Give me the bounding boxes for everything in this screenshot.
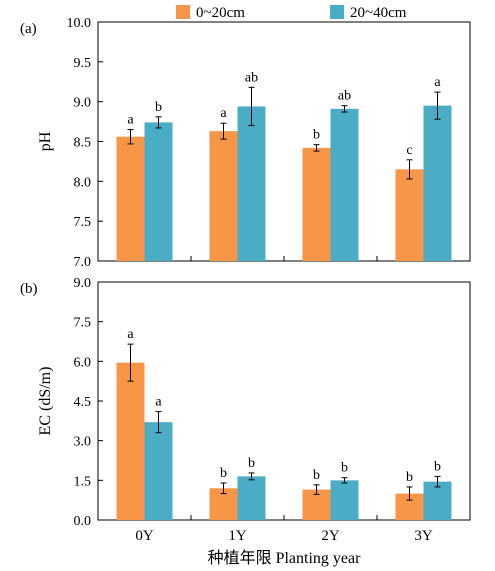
y-tick-label: 0.0 (74, 514, 92, 529)
significance-letter: b (155, 100, 162, 115)
y-tick-label: 9.5 (74, 56, 92, 71)
bar-topsoil-1Y (209, 131, 238, 261)
panel-b-ec-chart: (b) 0.0 1.5 3.0 4.5 6.0 7.5 9.0 EC (dS/m) a a b b b b b… (20, 276, 471, 567)
bar-subsoil-2Y (330, 480, 359, 520)
significance-letter: a (434, 75, 441, 90)
y-tick-label: 8.0 (74, 175, 92, 190)
bar-topsoil-2Y (302, 147, 331, 261)
legend: 0~20cm 20~40cm (176, 5, 407, 21)
significance-letter: ab (338, 89, 351, 104)
x-tick-label: 2Y (321, 528, 340, 544)
significance-letter: a (220, 106, 227, 121)
y-tick-label: 3.0 (74, 435, 92, 450)
bar-subsoil-1Y (237, 476, 266, 520)
significance-letter: b (313, 468, 320, 483)
significance-letter: ab (245, 70, 258, 85)
bar-subsoil-3Y (423, 105, 452, 262)
significance-letter: a (155, 395, 162, 410)
y-tick-label: 10.0 (67, 16, 92, 31)
legend-swatch-2 (330, 5, 344, 19)
x-tick-label: 3Y (414, 528, 433, 544)
y-tick-label: 8.5 (74, 136, 92, 151)
bar-subsoil-0Y (144, 122, 173, 261)
significance-letter: b (248, 456, 255, 471)
y-tick-label: 9.0 (74, 276, 92, 291)
legend-swatch-1 (176, 5, 190, 19)
bar-subsoil-3Y (423, 481, 452, 520)
significance-letter: b (220, 466, 227, 481)
bar-subsoil-2Y (330, 108, 359, 261)
y-tick-label: 7.5 (74, 215, 92, 230)
bar-subsoil-1Y (237, 106, 266, 262)
y-axis-label: EC (dS/m) (37, 367, 54, 436)
significance-letter: a (127, 113, 134, 128)
significance-letter: c (406, 143, 412, 158)
significance-letter: a (127, 327, 134, 342)
panel-label: (a) (20, 21, 37, 37)
y-tick-label: 7.5 (74, 316, 92, 331)
bar-topsoil-3Y (395, 169, 424, 261)
legend-label-2: 20~40cm (350, 5, 407, 21)
y-tick-label: 7.0 (74, 255, 92, 270)
legend-label-1: 0~20cm (196, 5, 245, 21)
bar-topsoil-0Y (116, 136, 145, 261)
bar-topsoil-0Y (116, 362, 145, 520)
bar-subsoil-0Y (144, 422, 173, 520)
significance-letter: b (313, 128, 320, 143)
panel-label: (b) (20, 281, 38, 297)
x-tick-label: 0Y (135, 528, 154, 544)
y-tick-label: 9.0 (74, 96, 92, 111)
x-tick-label: 1Y (228, 528, 247, 544)
x-axis-label: 种植年限 Planting year (208, 549, 362, 567)
y-axis-label: pH (37, 131, 54, 151)
y-tick-label: 4.5 (74, 395, 92, 410)
significance-letter: b (406, 470, 413, 485)
y-tick-label: 1.5 (74, 474, 92, 489)
significance-letter: b (341, 461, 348, 476)
significance-letter: b (434, 459, 441, 474)
y-tick-label: 6.0 (74, 355, 92, 370)
